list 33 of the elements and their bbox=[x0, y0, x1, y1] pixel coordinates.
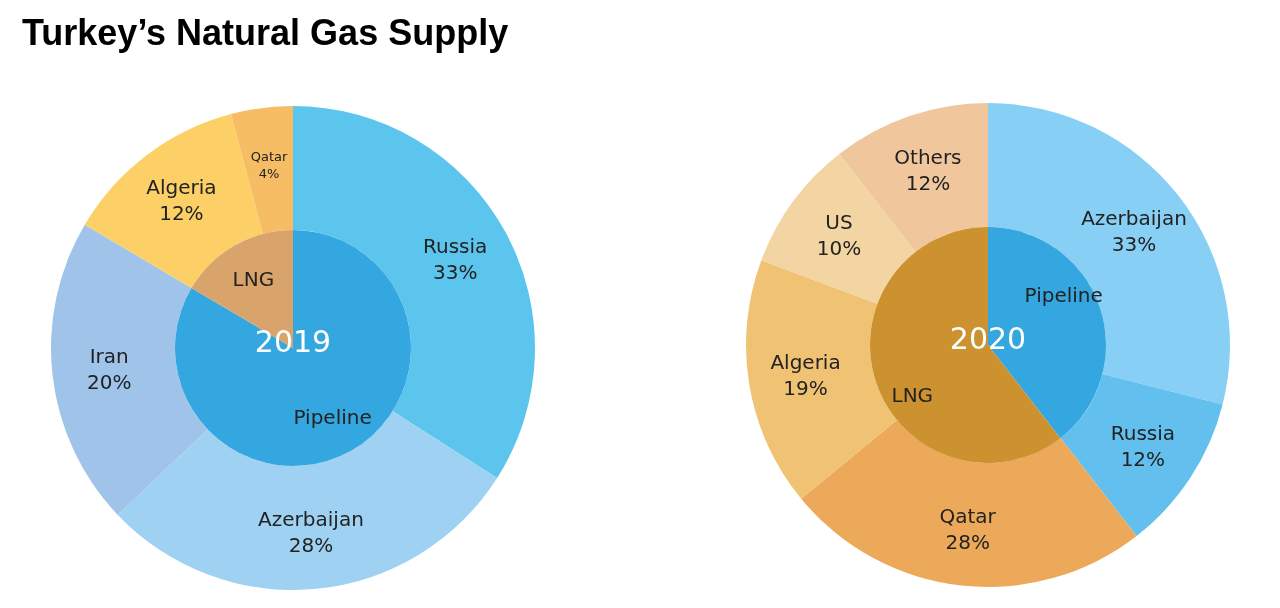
slice-label: Russia bbox=[1110, 421, 1176, 446]
slice-label: Iran bbox=[89, 343, 129, 368]
slice-label: Russia bbox=[423, 233, 488, 258]
donut-slice bbox=[231, 106, 293, 234]
slice-label: Qatar bbox=[250, 148, 289, 164]
data-label: 12% bbox=[905, 171, 951, 196]
slice-label: LNG bbox=[891, 383, 934, 407]
data-label: 33% bbox=[432, 259, 478, 284]
donut-slice bbox=[117, 411, 498, 590]
data-label: 4% bbox=[258, 165, 280, 181]
data-label: 20% bbox=[86, 369, 132, 394]
slice-label: Azerbaijan bbox=[258, 507, 364, 532]
pie-slice bbox=[175, 230, 411, 466]
slice-label: Qatar bbox=[939, 503, 997, 528]
donut-slice bbox=[1060, 373, 1223, 536]
data-label: 12% bbox=[159, 201, 204, 226]
slice-label: LNG bbox=[232, 266, 275, 291]
data-label: 12% bbox=[1120, 447, 1166, 472]
slice-label: Algeria bbox=[146, 175, 217, 200]
slice-label: Pipeline bbox=[1024, 283, 1103, 307]
data-label: 19% bbox=[783, 376, 828, 401]
slice-label: US bbox=[825, 210, 853, 235]
donut-slice bbox=[51, 224, 208, 515]
slice-label: Algeria bbox=[770, 350, 841, 375]
data-label: 10% bbox=[816, 236, 862, 261]
slice-label: Pipeline bbox=[293, 405, 372, 430]
data-label: 28% bbox=[945, 529, 990, 554]
data-label: 28% bbox=[288, 533, 334, 558]
data-label: 33% bbox=[1111, 232, 1157, 257]
chart-title: Turkey’s Natural Gas Supply bbox=[22, 12, 509, 53]
slice-label: Others bbox=[894, 145, 962, 170]
slice-label: Azerbaijan bbox=[1081, 206, 1187, 231]
text: 2019 bbox=[254, 324, 332, 359]
